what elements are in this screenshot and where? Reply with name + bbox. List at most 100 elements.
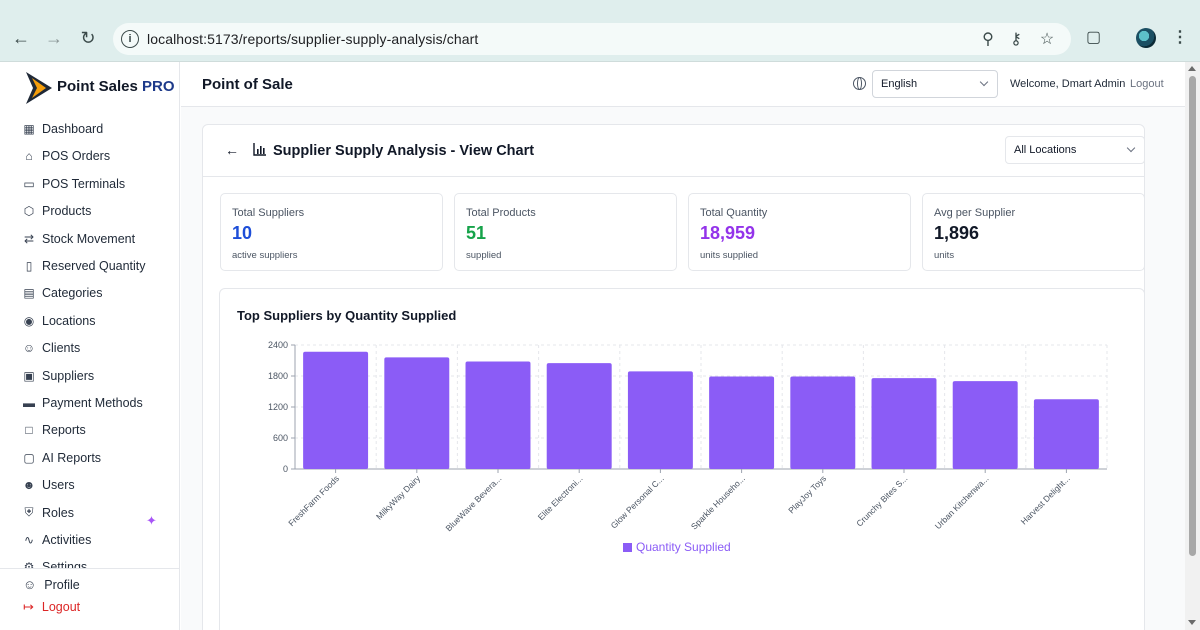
sidebar-menu: ▦ Dashboard ⌂ POS Orders ▭ POS Terminals ⬡ Prod…	[0, 116, 180, 568]
sidebar-item-payment-methods[interactable]: ▬ Payment Methods	[22, 392, 172, 414]
stat-label: Total Products	[466, 207, 536, 219]
sidebar-item-dashboard[interactable]: ▦ Dashboard	[22, 118, 172, 140]
bar	[1033, 399, 1099, 469]
bookmark-icon: ▯	[25, 259, 33, 273]
report-card: ← Supplier Supply Analysis - View Chart …	[202, 124, 1145, 630]
logout-icon: ↦	[23, 599, 34, 614]
browser-profile-avatar[interactable]	[1136, 28, 1156, 48]
scroll-up-arrow-icon[interactable]	[1188, 66, 1196, 71]
sidebar-item-label: Stock Movement	[42, 231, 136, 246]
bar	[303, 351, 369, 469]
card-header: ← Supplier Supply Analysis - View Chart …	[203, 125, 1145, 177]
y-tick-label: 1800	[268, 371, 288, 381]
settings-icon: ⚙	[23, 560, 35, 568]
key-icon[interactable]: ⚷	[1010, 31, 1022, 48]
sidebar-item-settings[interactable]: ⚙ Settings	[22, 556, 172, 568]
header-logout-link[interactable]: Logout	[1130, 78, 1164, 90]
sidebar-item-activities[interactable]: ∿ Activities	[22, 529, 172, 551]
sidebar-item-label: Suppliers	[42, 368, 95, 383]
stat-subtext: supplied	[466, 250, 502, 261]
bar	[790, 376, 856, 469]
page-scrollbar[interactable]	[1185, 62, 1200, 630]
y-tick-label: 1200	[268, 402, 288, 412]
stat-subtext: active suppliers	[232, 250, 298, 261]
legend-label: Quantity Supplied	[636, 540, 731, 554]
sidebar-item-label: Locations	[42, 313, 96, 328]
stat-card: Avg per Supplier 1,896 units	[922, 193, 1145, 271]
sidebar: Point Sales PRO ▦ Dashboard ⌂ POS Orders ▭ PO…	[0, 62, 180, 630]
sidebar-item-clients[interactable]: ☺ Clients	[22, 337, 172, 359]
scroll-down-arrow-icon[interactable]	[1188, 620, 1196, 625]
x-tick-label: Elite Electroni...	[536, 473, 585, 522]
x-tick-label: Glow Personal C...	[609, 473, 666, 530]
welcome-text: Welcome, Dmart Admin	[1010, 78, 1126, 90]
bar	[384, 357, 450, 469]
truck-icon: ▣	[23, 368, 35, 383]
sidebar-item-reserved-quantity[interactable]: ▯ Reserved Quantity	[22, 255, 172, 277]
bar	[546, 363, 612, 469]
extensions-icon[interactable]: ▢	[1086, 29, 1102, 46]
back-button[interactable]: ←	[225, 142, 239, 158]
x-tick-label: Harvest Delight...	[1019, 473, 1072, 526]
sidebar-item-pos-terminals[interactable]: ▭ POS Terminals	[22, 173, 172, 195]
url-text[interactable]: localhost:5173/reports/supplier-supply-a…	[147, 31, 479, 47]
activity-icon: ∿	[23, 533, 35, 547]
stat-value: 18,959	[700, 223, 756, 243]
sidebar-item-stock-movement[interactable]: ⇄ Stock Movement	[22, 228, 172, 250]
x-tick-label: Crunchy Bites S...	[854, 473, 909, 528]
sidebar-footer: ☺ Profile ↦ Logout	[0, 568, 180, 614]
app-title: Point of Sale	[202, 76, 293, 93]
chart-card: Top Suppliers by Quantity Supplied 0 600 1…	[219, 288, 1145, 630]
stat-label: Total Quantity	[700, 207, 768, 219]
sidebar-item-label: Dashboard	[42, 122, 104, 136]
stat-subtext: units supplied	[700, 250, 759, 261]
y-tick-label: 0	[283, 464, 288, 474]
sidebar-item-suppliers[interactable]: ▣ Suppliers	[22, 365, 172, 387]
zoom-icon[interactable]: ⚲	[982, 31, 994, 48]
reload-icon[interactable]: ↻	[80, 27, 96, 48]
x-tick-label: Sparkle Househo...	[689, 473, 747, 531]
sidebar-item-logout[interactable]: ↦ Logout	[23, 599, 81, 614]
star-icon[interactable]: ☆	[1039, 31, 1055, 48]
location-select[interactable]: All Locations	[1005, 136, 1145, 164]
bar	[709, 376, 775, 469]
address-bar[interactable]: i localhost:5173/reports/supplier-supply…	[113, 23, 1071, 55]
back-arrow-icon[interactable]: ←	[12, 27, 30, 48]
sidebar-item-reports[interactable]: □ Reports	[22, 419, 172, 441]
x-tick-label: FreshFarm Foods	[286, 473, 341, 528]
bar-chart-icon	[253, 143, 266, 156]
browser-toolbar: ← → ↻ i localhost:5173/reports/supplier-…	[0, 0, 1200, 62]
bar	[871, 378, 937, 469]
x-tick-label: MilkyWay Dairy	[374, 473, 423, 522]
chevron-down-icon	[1126, 143, 1136, 153]
sidebar-item-label: Categories	[42, 286, 103, 301]
globe-icon	[853, 77, 866, 90]
sparkle-icon: ✦	[146, 513, 157, 528]
sidebar-item-label: Payment Methods	[42, 396, 143, 410]
language-select[interactable]: English	[872, 70, 998, 98]
stat-value: 10	[232, 223, 253, 243]
sidebar-item-pos-orders[interactable]: ⌂ POS Orders	[22, 145, 172, 167]
sidebar-item-locations[interactable]: ◉ Locations	[22, 310, 172, 332]
sidebar-item-products[interactable]: ⬡ Products	[22, 200, 172, 222]
sidebar-item-profile[interactable]: ☺ Profile	[23, 577, 80, 592]
brand-name: Point Sales PRO	[57, 78, 175, 95]
sidebar-item-label: Settings	[42, 560, 88, 568]
x-tick-label: PlayJoy Toys	[786, 473, 828, 515]
sidebar-item-roles[interactable]: ⛨ Roles	[22, 502, 172, 524]
sidebar-item-label: Products	[42, 204, 92, 219]
scroll-thumb[interactable]	[1189, 76, 1196, 556]
sidebar-item-label: POS Terminals	[42, 176, 126, 191]
site-info-icon[interactable]: i	[121, 30, 139, 48]
forward-arrow-icon[interactable]: →	[45, 27, 63, 48]
box-icon: ⬡	[23, 204, 35, 219]
sidebar-item-label: AI Reports	[42, 450, 102, 465]
y-tick-label: 2400	[268, 340, 288, 350]
sidebar-item-ai-reports[interactable]: ▢ AI Reports	[22, 447, 172, 469]
stat-value: 51	[466, 223, 487, 243]
sidebar-item-users[interactable]: ☻ Users	[22, 474, 172, 496]
browser-menu-icon[interactable]: ⋮	[1172, 29, 1188, 46]
sidebar-item-categories[interactable]: ▤ Categories	[22, 282, 172, 304]
dashboard-icon: ▦	[23, 122, 35, 136]
chart-title: Top Suppliers by Quantity Supplied	[237, 308, 457, 323]
